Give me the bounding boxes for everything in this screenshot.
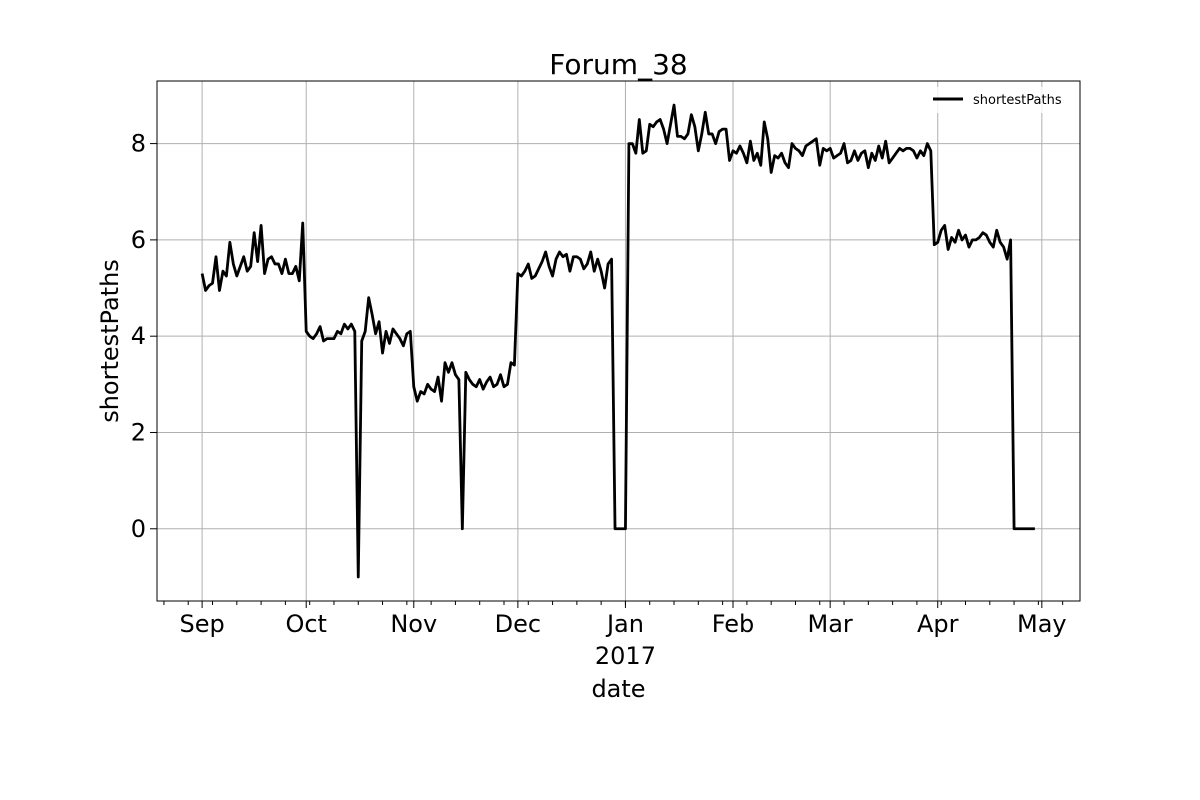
plot-area-frame xyxy=(156,80,1081,602)
x-tick-label: Feb xyxy=(712,610,755,638)
series-line-shortestPaths xyxy=(200,103,1035,579)
x-tick-label: Dec xyxy=(495,610,541,638)
x-axis-year-label: 2017 xyxy=(595,642,656,670)
x-tick-label: Nov xyxy=(390,610,437,638)
x-tick-label: Apr xyxy=(917,610,959,638)
x-tick-label: Jan xyxy=(605,610,644,638)
series-layer xyxy=(200,103,1035,579)
x-tick-label: Mar xyxy=(808,610,853,638)
x-tick-label: Sep xyxy=(179,610,224,638)
legend-label-shortestPaths: shortestPaths xyxy=(973,93,1062,108)
x-axis-title: date xyxy=(591,675,645,703)
legend: shortestPaths xyxy=(928,87,1074,113)
chart-title: Forum_38 xyxy=(549,48,687,81)
x-tick-label: May xyxy=(1017,610,1067,638)
axis-ticks: Sep Oct Nov Dec Jan Feb Mar Apr May 0 2 4 6 8 xyxy=(131,130,1067,638)
y-tick-label: 4 xyxy=(131,322,146,350)
y-axis-title: shortestPaths xyxy=(96,259,124,423)
y-tick-label: 0 xyxy=(131,515,146,543)
y-tick-label: 6 xyxy=(131,226,146,254)
y-tick-label: 2 xyxy=(131,418,146,446)
y-tick-label: 8 xyxy=(131,130,146,158)
x-tick-label: Oct xyxy=(285,610,327,638)
